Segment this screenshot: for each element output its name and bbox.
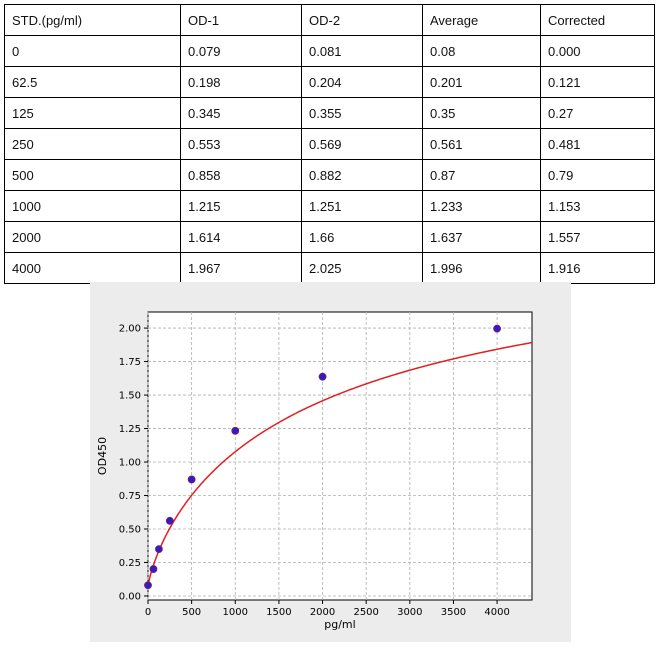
y-tick-label: 1.25 (119, 424, 141, 435)
y-tick-label: 0.75 (119, 491, 141, 502)
table-cell: 0.121 (540, 66, 655, 98)
table-cell: 1.614 (180, 221, 302, 253)
standard-curve-chart: 0 500 1000 1500 2000 2500 3000 3500 4000 0.00 0.25… (96, 311, 533, 631)
table-cell: 4000 (4, 252, 181, 284)
table-row: 500 0.858 0.882 0.87 0.79 (4, 159, 655, 191)
plot-area (147, 311, 533, 601)
table-cell: 0.882 (301, 159, 423, 191)
data-point (318, 372, 327, 381)
y-tick-label: 0.50 (119, 525, 141, 536)
table-cell: 0.858 (180, 159, 302, 191)
data-point (149, 565, 158, 573)
table-cell: 125 (4, 97, 181, 129)
x-tick-label: 4000 (484, 607, 509, 618)
table-cell: Corrected (540, 4, 655, 36)
y-tick-label: 1.00 (119, 458, 141, 469)
x-tick-label: 2500 (353, 607, 378, 618)
table-cell: 0.87 (422, 159, 541, 191)
table-cell: 1.215 (180, 190, 302, 222)
table-cell: 0.204 (301, 66, 423, 98)
table-cell: OD-1 (180, 4, 302, 36)
y-axis-label: OD450 (96, 437, 109, 475)
table-cell: 1.251 (301, 190, 423, 222)
data-point (155, 545, 163, 553)
table-cell: 1000 (4, 190, 181, 222)
y-tick-label: 0.25 (119, 558, 141, 569)
table-row: 250 0.553 0.569 0.561 0.481 (4, 128, 655, 160)
table-cell: 1.916 (540, 252, 655, 284)
standard-curve-table: STD.(pg/ml) OD-1 OD-2 Average Corrected 0 0.07… (4, 4, 655, 284)
table-cell: 250 (4, 128, 181, 160)
x-tick-label: 1500 (266, 607, 291, 618)
table-cell: 1.557 (540, 221, 655, 253)
table-cell: 0.345 (180, 97, 302, 129)
table-row: 62.5 0.198 0.204 0.201 0.121 (4, 66, 655, 98)
table-cell: 0.079 (180, 35, 302, 67)
data-point (144, 581, 152, 590)
table-row: 2000 1.614 1.66 1.637 1.557 (4, 221, 655, 253)
x-axis-label: pg/ml (324, 618, 355, 631)
x-tick-label: 3500 (441, 607, 466, 618)
y-tick-label: 1.50 (119, 391, 141, 402)
table-cell: 0.569 (301, 128, 423, 160)
table-cell: 1.233 (422, 190, 541, 222)
table-cell: 0.481 (540, 128, 655, 160)
table-cell: 1.637 (422, 221, 541, 253)
table-cell: OD-2 (301, 4, 423, 36)
table-cell: 1.153 (540, 190, 655, 222)
table-row: 1000 1.215 1.251 1.233 1.153 (4, 190, 655, 222)
x-tick-label: 3000 (397, 607, 422, 618)
y-tick-label: 1.75 (119, 357, 141, 368)
table-cell: 1.996 (422, 252, 541, 284)
data-point (165, 516, 174, 525)
chart-panel: 0 500 1000 1500 2000 2500 3000 3500 4000 0.00 0.25… (90, 282, 571, 642)
table-cell: 0.79 (540, 159, 655, 191)
table-row: 0 0.079 0.081 0.08 0.000 (4, 35, 655, 67)
table-cell: 0.198 (180, 66, 302, 98)
table-cell: STD.(pg/ml) (4, 4, 181, 36)
table-row: 125 0.345 0.355 0.35 0.27 (4, 97, 655, 129)
table-cell: Average (422, 4, 541, 36)
x-tick-label: 0 (145, 607, 151, 618)
table-cell: 0.553 (180, 128, 302, 160)
table-cell: 0.081 (301, 35, 423, 67)
fit-curve (147, 341, 533, 587)
table-cell: 0.35 (422, 97, 541, 129)
table-cell: 1.66 (301, 221, 423, 253)
table-row: 4000 1.967 2.025 1.996 1.916 (4, 252, 655, 284)
x-tick-label: 2000 (310, 607, 335, 618)
table-cell: 0.201 (422, 66, 541, 98)
table-cell: 0.561 (422, 128, 541, 160)
data-point (231, 426, 240, 435)
table-cell: 62.5 (4, 66, 181, 98)
table-cell: 1.967 (180, 252, 302, 284)
y-tick-label: 0.00 (119, 591, 141, 602)
table-cell: 0.08 (422, 35, 541, 67)
y-tick-label: 2.00 (119, 324, 141, 335)
x-tick-label: 500 (182, 607, 201, 618)
table-header-row: STD.(pg/ml) OD-1 OD-2 Average Corrected (4, 4, 655, 36)
table-cell: 0.000 (540, 35, 655, 67)
table-cell: 2000 (4, 221, 181, 253)
data-point (187, 475, 196, 484)
table-cell: 2.025 (301, 252, 423, 284)
x-tick-label: 1000 (223, 607, 248, 618)
table-cell: 0.27 (540, 97, 655, 129)
data-point (493, 324, 501, 333)
table-cell: 0 (4, 35, 181, 67)
table-cell: 0.355 (301, 97, 423, 129)
table-cell: 500 (4, 159, 181, 191)
